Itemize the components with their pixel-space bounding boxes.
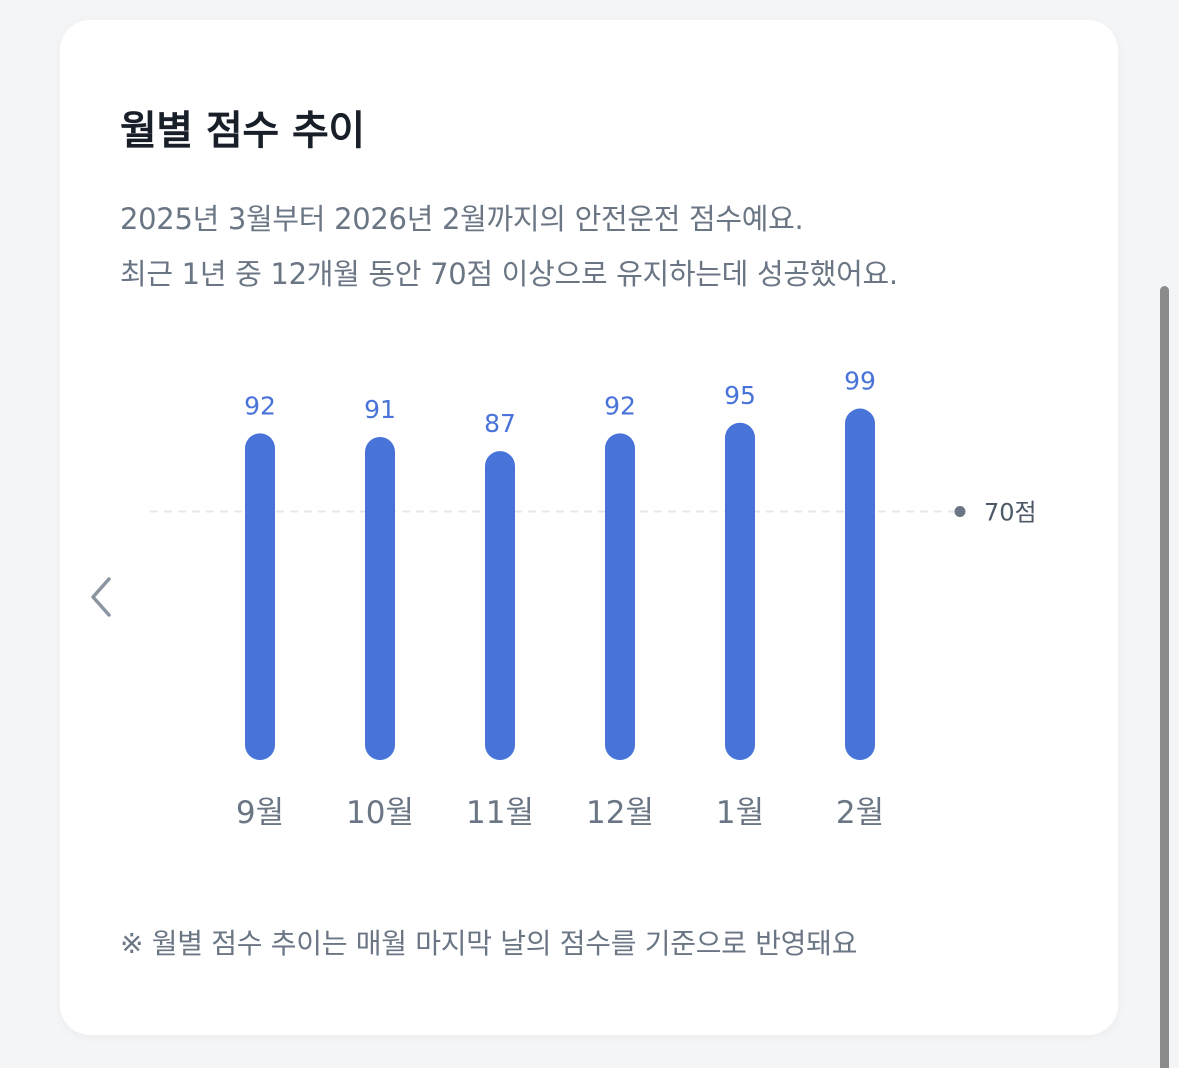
month-label: 10월 <box>346 795 414 831</box>
month-label: 1월 <box>716 795 764 831</box>
scrollbar[interactable] <box>1160 286 1169 1068</box>
bar[interactable] <box>605 433 635 760</box>
bar-value-label: 92 <box>244 391 276 420</box>
bar-value-label: 87 <box>484 409 516 438</box>
bar[interactable] <box>725 422 755 760</box>
footnote: ※ 월별 점수 추이는 매월 마지막 날의 점수를 기준으로 반영돼요 <box>120 927 858 960</box>
bar-value-label: 92 <box>604 391 636 420</box>
score-trend-card <box>60 20 1118 1035</box>
bar-value-label: 95 <box>724 381 756 410</box>
month-label: 11월 <box>466 795 534 831</box>
bar-group[interactable]: 92 9월 <box>236 391 284 831</box>
prev-period-button[interactable] <box>80 570 124 624</box>
bar[interactable] <box>485 451 515 760</box>
card-description: 2025년 3월부터 2026년 2월까지의 안전운전 점수예요. 최근 1년 … <box>120 192 898 302</box>
bar-group[interactable]: 99 2월 <box>836 367 884 831</box>
bar-group[interactable]: 87 11월 <box>466 409 534 831</box>
bar[interactable] <box>365 436 395 760</box>
bar[interactable] <box>245 433 275 760</box>
bar-value-label: 99 <box>844 367 876 396</box>
month-label: 12월 <box>586 795 654 831</box>
bar[interactable] <box>845 408 875 760</box>
month-label: 2월 <box>836 795 884 831</box>
card-title: 월별 점수 추이 <box>120 108 365 154</box>
bar-group[interactable]: 91 10월 <box>346 395 414 831</box>
month-label: 9월 <box>236 795 284 831</box>
description-line-2: 최근 1년 중 12개월 동안 70점 이상으로 유지하는데 성공했어요. <box>120 257 898 291</box>
chevron-left-icon <box>91 577 111 617</box>
bar-group[interactable]: 92 12월 <box>586 391 654 831</box>
bar-value-label: 91 <box>364 395 396 424</box>
description-line-1: 2025년 3월부터 2026년 2월까지의 안전운전 점수예요. <box>120 202 804 236</box>
bar-group[interactable]: 95 1월 <box>716 381 764 831</box>
